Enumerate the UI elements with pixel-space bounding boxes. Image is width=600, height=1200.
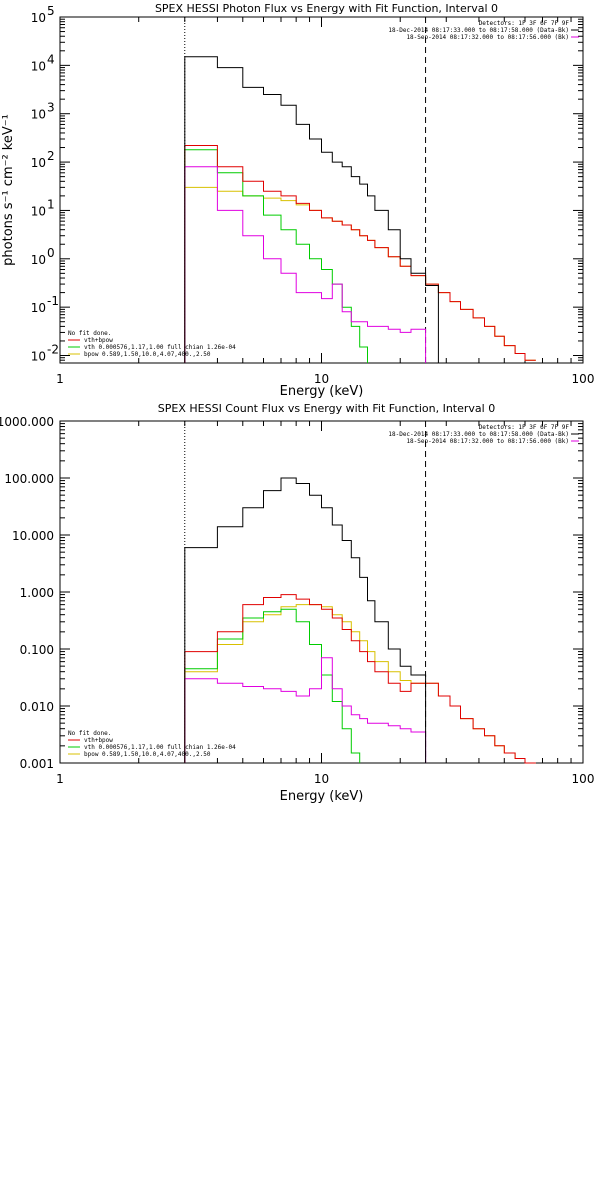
x-tick-label: 100 [572,372,595,386]
x-axis-label: Energy (keV) [280,789,364,804]
header-text: Detectors: 1F 3F 6F 7F 9F [479,20,570,27]
series-total-line [184,145,536,363]
x-tick-label: 100 [572,772,595,786]
legend-text: bpow 0.589,1.50,10.0,4.07,400.,2.50 [84,351,211,358]
legend-text: vth+bpow [84,737,113,744]
y-tick-label: 100.000 [4,472,54,486]
x-tick-label: 10 [314,772,329,786]
series-data-line [184,477,427,763]
y-tick-label: 10 [31,301,46,315]
legend-text: vth 0.000576,1.17,1.00 full chian 1.26e-… [84,344,236,351]
header-text: 18-Dec-2014 08:17:33.000 to 08:17:58.000… [388,431,569,438]
y-tick-exponent: 0 [47,246,55,260]
y-tick-label: 1.000 [20,586,54,600]
count-flux-plot: SPEX HESSI Count Flux vs Energy with Fit… [0,402,594,804]
x-tick-label: 10 [314,372,329,386]
legend-text: bpow 0.589,1.50,10.0,4.07,400.,2.50 [84,751,211,758]
legend-text: vth 0.000576,1.17,1.00 full chian 1.26e-… [84,744,236,751]
y-tick-label: 10 [31,204,46,218]
plot-title: SPEX HESSI Count Flux vs Energy with Fit… [158,402,495,415]
y-tick-label: 0.001 [20,757,54,771]
header-text: 18-Sep-2014 08:17:32.000 to 08:17:56.000… [406,438,569,445]
y-tick-exponent: 3 [47,101,55,115]
x-axis-label: Energy (keV) [280,384,364,399]
y-axis-label: photons s⁻¹ cm⁻² keV⁻¹ [1,114,16,266]
y-tick-label: 0.100 [20,643,54,657]
legend-text: vth+bpow [84,337,113,344]
series-total-line [184,594,536,764]
photon-flux-plot: SPEX HESSI Photon Flux vs Energy with Fi… [1,2,594,399]
plot-title: SPEX HESSI Photon Flux vs Energy with Fi… [155,2,498,15]
y-tick-label: 10 [31,350,46,364]
y-tick-label: 10 [31,108,46,122]
y-tick-label: 10.000 [12,529,54,543]
series-vth-line [184,149,368,363]
series-background-line [184,166,427,363]
series-data-line [184,56,439,363]
y-tick-exponent: 2 [47,149,55,163]
header-text: Detectors: 1F 3F 6F 7F 9F [479,424,570,431]
y-tick-exponent: -2 [47,343,59,357]
header-text: 18-Dec-2014 08:17:33.000 to 08:17:58.000… [388,27,569,34]
x-tick-label: 1 [56,372,64,386]
y-tick-label: 10 [31,253,46,267]
y-tick-label: 1000.000 [0,415,54,429]
y-tick-exponent: 5 [47,4,55,18]
y-tick-exponent: -1 [47,294,59,308]
y-tick-label: 10 [31,156,46,170]
legend-text: No fit done. [68,730,111,737]
y-tick-exponent: 1 [47,197,55,211]
y-tick-label: 10 [31,11,46,25]
series-background-line [184,657,427,763]
header-text: 18-Sep-2014 08:17:32.000 to 08:17:56.000… [406,34,569,41]
y-tick-label: 0.010 [20,700,54,714]
legend-text: No fit done. [68,330,111,337]
x-tick-label: 1 [56,772,64,786]
y-tick-label: 10 [31,59,46,73]
y-tick-exponent: 4 [47,52,55,66]
